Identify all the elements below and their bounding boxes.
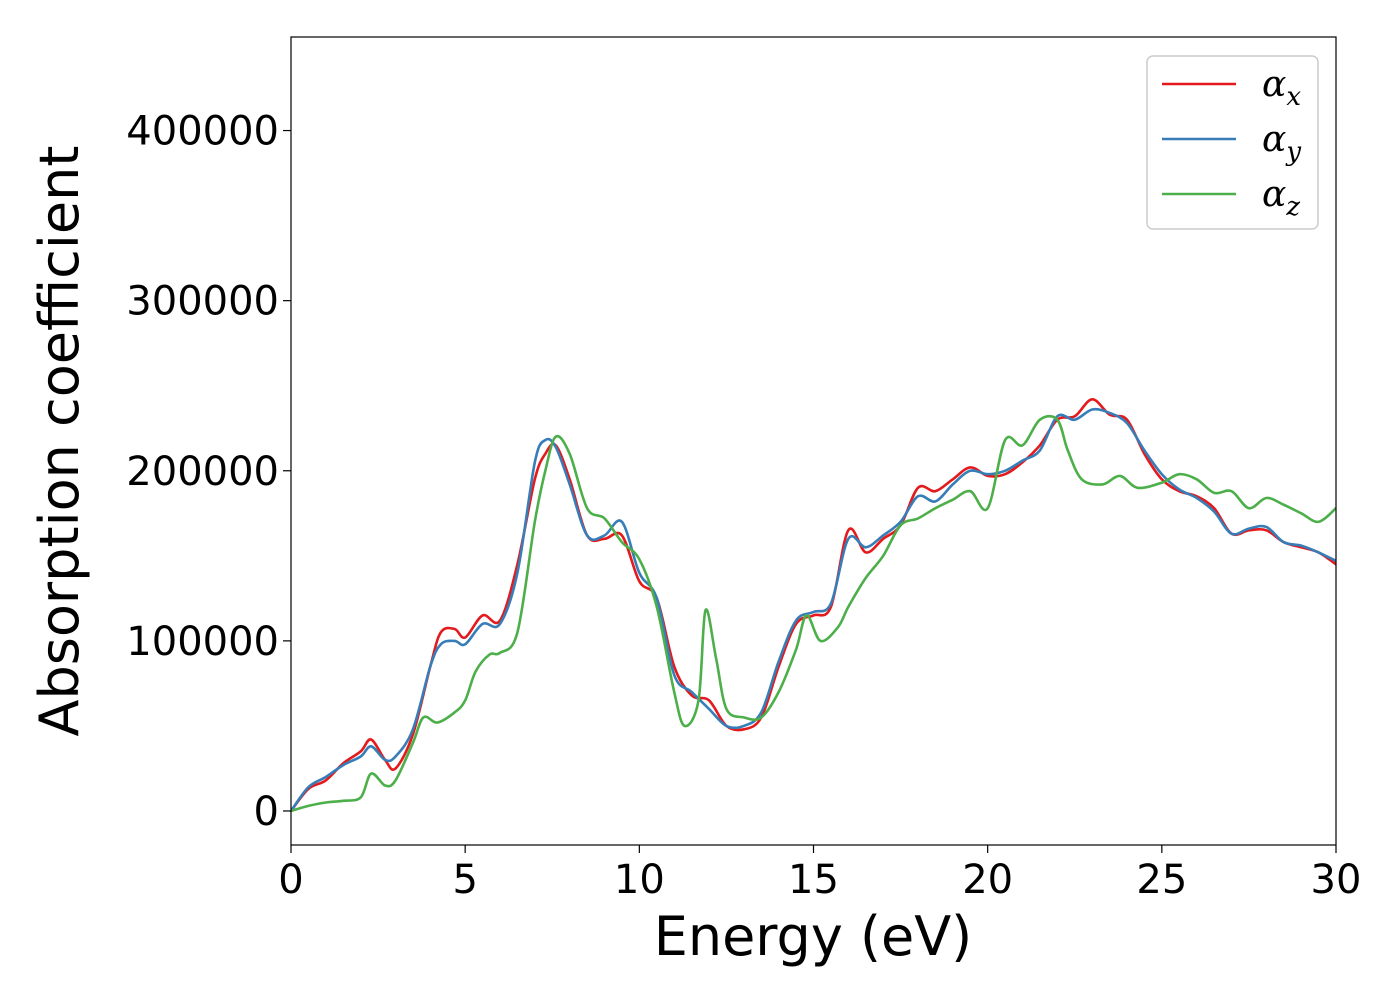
y-tick-label: 300000 — [126, 279, 279, 325]
series-line-alpha-x — [291, 398, 1336, 813]
legend-box — [1146, 55, 1319, 230]
series-line-alpha-y — [291, 407, 1336, 813]
legend: αx αy αz — [1146, 55, 1319, 230]
y-axis: 0 100000 200000 300000 400000 — [126, 109, 291, 835]
legend-label-alpha-x: αx — [1262, 64, 1301, 112]
y-tick-label: 0 — [254, 789, 279, 835]
series-line-alpha-z — [291, 414, 1336, 813]
legend-label-alpha-y: αy — [1262, 119, 1301, 167]
x-tick-label: 15 — [788, 857, 839, 903]
x-tick-label: 30 — [1311, 857, 1362, 903]
x-tick-label: 20 — [962, 857, 1013, 903]
y-tick-label: 400000 — [126, 109, 279, 155]
legend-label-alpha-z: αz — [1262, 174, 1300, 222]
series-layer — [291, 398, 1336, 813]
x-axis-label: Energy (eV) — [654, 905, 973, 968]
x-axis: 0 5 10 15 20 25 30 — [278, 845, 1361, 903]
y-axis-label: Absorption coefficient — [28, 146, 91, 737]
x-tick-label: 10 — [614, 857, 665, 903]
y-tick-label: 200000 — [126, 449, 279, 495]
x-tick-label: 0 — [278, 857, 303, 903]
y-tick-label: 100000 — [126, 619, 279, 665]
x-tick-label: 5 — [452, 857, 477, 903]
x-tick-label: 25 — [1136, 857, 1187, 903]
